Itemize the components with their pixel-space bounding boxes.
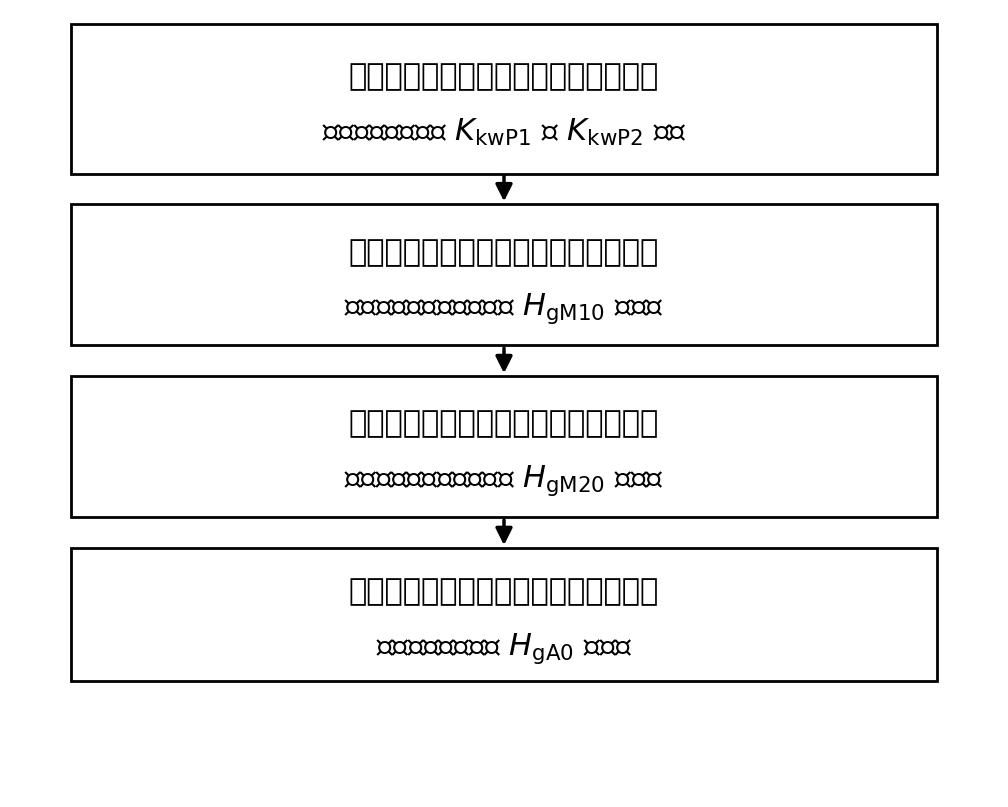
Text: 第二级主簧初始切线弧高 $\mathit{H}$$_\mathrm{gM20}$ 的设计: 第二级主簧初始切线弧高 $\mathit{H}$$_\mathrm{gM20}$…: [345, 463, 663, 498]
FancyBboxPatch shape: [71, 24, 937, 174]
FancyBboxPatch shape: [71, 204, 937, 345]
Text: 两级主簧式非等偏频型渐变刚度板簧的: 两级主簧式非等偏频型渐变刚度板簧的: [349, 238, 659, 266]
Text: 副簧初始切线弧高 $\mathit{H}$$_\mathrm{gA0}$ 的设计: 副簧初始切线弧高 $\mathit{H}$$_\mathrm{gA0}$ 的设计: [376, 631, 632, 666]
FancyBboxPatch shape: [71, 548, 937, 681]
Text: 两级渐变夹紧刚度 $\mathit{K}$$_\mathrm{kwP1}$ 和 $\mathit{K}$$_\mathrm{kwP2}$ 计算: 两级渐变夹紧刚度 $\mathit{K}$$_\mathrm{kwP1}$ 和 …: [322, 117, 686, 148]
Text: 两级主簧式非等偏频型渐变刚度板簧的: 两级主簧式非等偏频型渐变刚度板簧的: [349, 62, 659, 90]
Text: 第一级主簧初始切线弧高 $\mathit{H}$$_\mathrm{gM10}$ 的设计: 第一级主簧初始切线弧高 $\mathit{H}$$_\mathrm{gM10}$…: [345, 291, 663, 326]
Text: 两级主簧式非等偏频型渐变刚度板簧的: 两级主簧式非等偏频型渐变刚度板簧的: [349, 410, 659, 438]
FancyBboxPatch shape: [71, 376, 937, 517]
Text: 两级主簧式非等偏频型渐变刚度板簧的: 两级主簧式非等偏频型渐变刚度板簧的: [349, 578, 659, 606]
